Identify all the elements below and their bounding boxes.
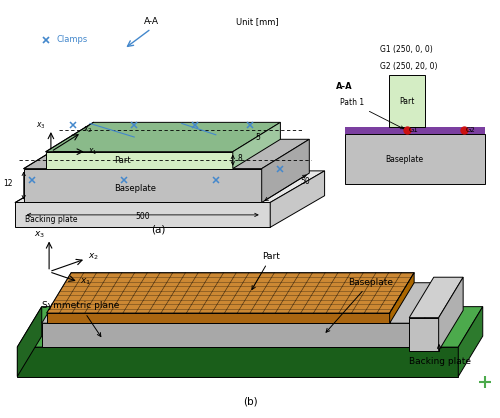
Polygon shape bbox=[422, 283, 446, 347]
Text: G2 (250, 20, 0): G2 (250, 20, 0) bbox=[380, 61, 438, 71]
Polygon shape bbox=[390, 273, 414, 323]
Polygon shape bbox=[346, 127, 484, 134]
Text: Path 1: Path 1 bbox=[340, 98, 404, 129]
Text: Part: Part bbox=[114, 156, 130, 165]
Polygon shape bbox=[409, 277, 463, 318]
Text: 50: 50 bbox=[301, 177, 310, 186]
Polygon shape bbox=[46, 152, 233, 168]
Text: 12: 12 bbox=[4, 178, 13, 188]
Polygon shape bbox=[46, 273, 414, 313]
Polygon shape bbox=[42, 283, 446, 323]
Text: Unit [mm]: Unit [mm] bbox=[236, 17, 279, 26]
Text: (a): (a) bbox=[151, 225, 165, 235]
Text: Backing plate: Backing plate bbox=[26, 215, 78, 224]
Text: Baseplate: Baseplate bbox=[114, 184, 156, 193]
Text: $x_1$: $x_1$ bbox=[80, 277, 92, 287]
Text: G2: G2 bbox=[466, 127, 475, 133]
Text: Baseplate: Baseplate bbox=[386, 155, 424, 164]
Polygon shape bbox=[388, 75, 426, 127]
Text: $x_2$: $x_2$ bbox=[88, 252, 100, 262]
Text: $x_1$: $x_1$ bbox=[88, 146, 97, 157]
Polygon shape bbox=[270, 171, 324, 227]
Text: Part: Part bbox=[252, 252, 280, 290]
Text: A-A: A-A bbox=[336, 82, 352, 91]
Text: Clamps: Clamps bbox=[56, 35, 88, 44]
Polygon shape bbox=[46, 122, 280, 152]
Polygon shape bbox=[46, 313, 390, 323]
Polygon shape bbox=[17, 307, 42, 377]
Text: (b): (b) bbox=[242, 396, 258, 406]
Text: Part: Part bbox=[399, 97, 414, 106]
Polygon shape bbox=[42, 323, 422, 347]
Text: G1 (250, 0, 0): G1 (250, 0, 0) bbox=[380, 45, 433, 54]
Polygon shape bbox=[15, 171, 324, 202]
Text: $x_3$: $x_3$ bbox=[34, 230, 46, 240]
Text: Baseplate: Baseplate bbox=[326, 278, 393, 332]
Polygon shape bbox=[346, 134, 484, 184]
Text: G1: G1 bbox=[408, 127, 418, 133]
Text: $x_3$: $x_3$ bbox=[36, 121, 46, 132]
Text: Symmetric plane: Symmetric plane bbox=[42, 301, 119, 336]
Text: $x_2$: $x_2$ bbox=[83, 125, 93, 135]
Polygon shape bbox=[262, 139, 310, 202]
Text: A-A: A-A bbox=[144, 17, 158, 26]
Polygon shape bbox=[17, 307, 483, 347]
Polygon shape bbox=[15, 202, 270, 227]
Text: 5: 5 bbox=[255, 133, 260, 143]
Polygon shape bbox=[409, 318, 438, 351]
Polygon shape bbox=[17, 347, 458, 377]
Polygon shape bbox=[233, 122, 280, 168]
Polygon shape bbox=[24, 168, 262, 202]
Text: 500: 500 bbox=[136, 212, 150, 222]
Polygon shape bbox=[24, 139, 310, 168]
Polygon shape bbox=[438, 277, 463, 351]
Polygon shape bbox=[458, 307, 483, 377]
Text: 8: 8 bbox=[238, 154, 242, 163]
Text: Backing plate: Backing plate bbox=[409, 345, 471, 366]
